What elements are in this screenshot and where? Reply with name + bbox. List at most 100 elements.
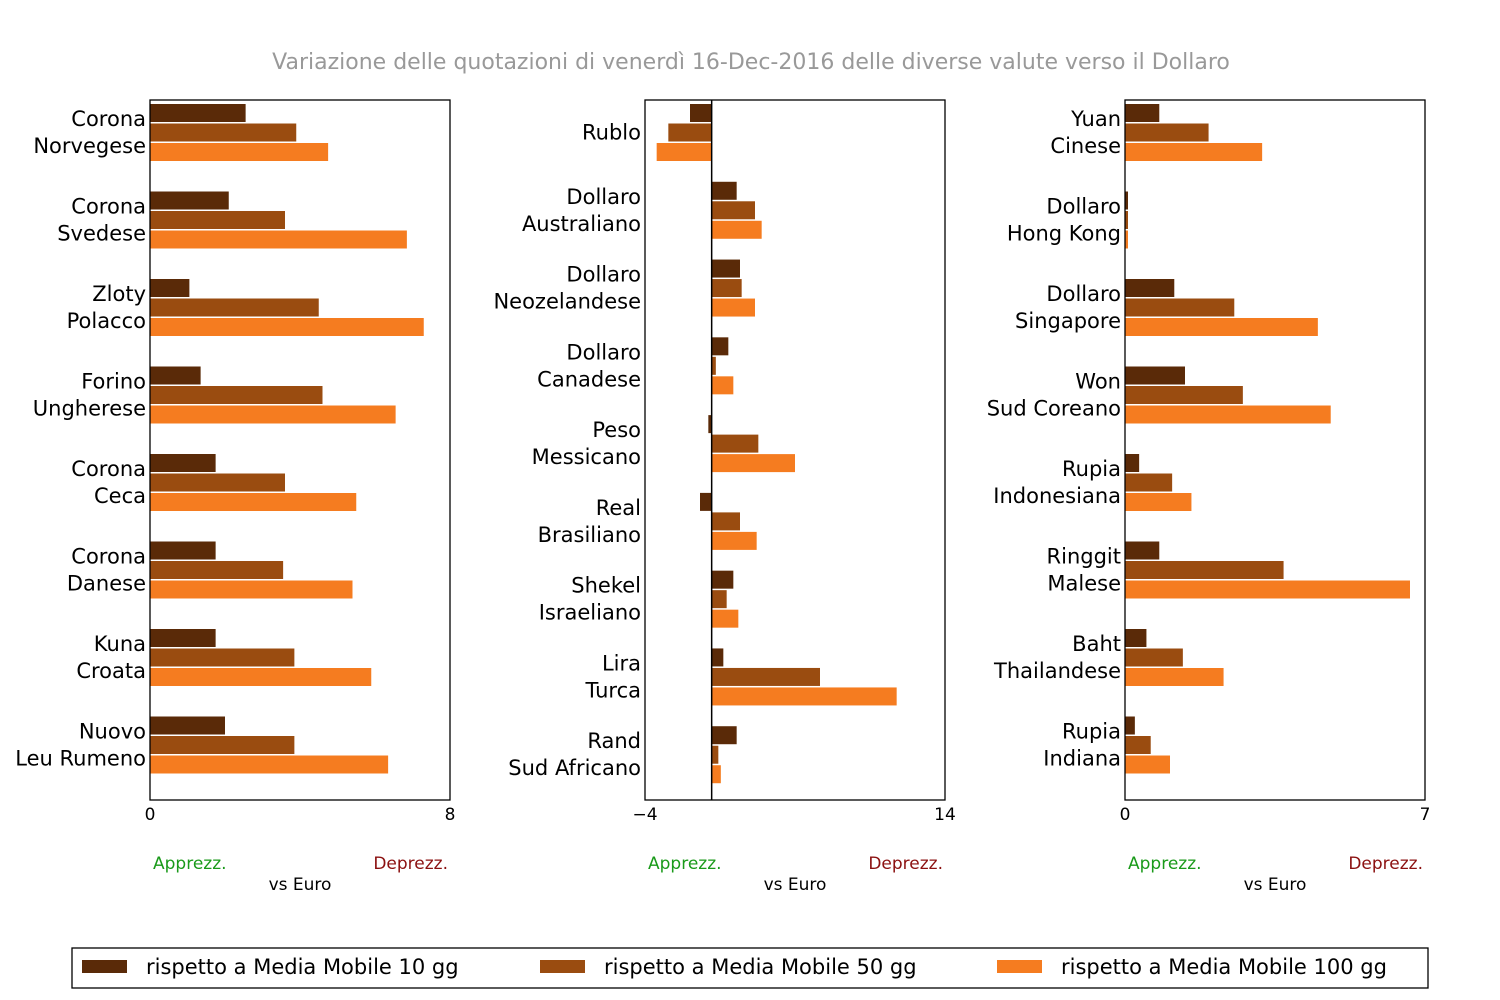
bar-2-2-s1: [711, 181, 737, 200]
bar-1-3-s2: [150, 298, 319, 317]
chart-panel-1: Corona Norvegese Corona Svedese Zloty Polacco…: [15, 99, 456, 895]
depreciation-note-3: Deprezz.: [1348, 854, 1423, 874]
bar-3-1-s1: [1125, 104, 1160, 122]
bar-3-6-s2: [1125, 561, 1284, 579]
bar-2-6-s1: [700, 492, 712, 511]
bar-2-2-s2: [711, 201, 755, 220]
category-label-2-4: Dollaro: [566, 340, 641, 364]
bar-1-6-s1: [150, 541, 216, 560]
bar-1-4-s1: [150, 366, 201, 385]
bar-3-7-s3: [1125, 668, 1224, 686]
bar-3-4-s1: [1125, 366, 1185, 385]
chart-panels: Corona Norvegese Corona Svedese Zloty Polacco…: [15, 99, 1431, 895]
category-label-1-5: Ceca: [94, 484, 146, 508]
bar-3-3-s3: [1125, 318, 1318, 336]
bar-3-8-s1: [1125, 716, 1135, 735]
bar-3-6-s1: [1125, 541, 1160, 560]
category-label-3-8: Indiana: [1043, 747, 1121, 771]
bar-1-2-s1: [150, 191, 229, 210]
legend-label-3: rispetto a Media Mobile 100 gg: [1061, 955, 1387, 979]
plot-frame-2: [644, 99, 946, 801]
x-axis-label-2: vs Euro: [764, 875, 827, 895]
bar-2-6-s3: [711, 531, 757, 550]
depreciation-note-2: Deprezz.: [868, 854, 943, 874]
category-label-1-5: Corona: [71, 457, 146, 481]
bar-2-4-s1: [711, 337, 729, 356]
bar-2-1-s2: [668, 123, 712, 142]
category-label-2-3: Dollaro: [566, 263, 641, 287]
bar-2-3-s1: [711, 259, 740, 278]
bar-3-3-s2: [1125, 298, 1235, 317]
bar-2-9-s2: [711, 745, 719, 764]
bar-3-5-s2: [1125, 473, 1173, 492]
bar-1-8-s2: [150, 736, 295, 754]
category-label-3-2: Dollaro: [1046, 195, 1121, 219]
category-label-3-4: Sud Coreano: [987, 397, 1121, 421]
x-tick-label-1-1: 0: [145, 805, 156, 825]
bar-1-4-s3: [150, 405, 396, 424]
category-label-2-8: Turca: [584, 678, 641, 702]
bar-2-7-s3: [711, 609, 739, 628]
bar-1-3-s3: [150, 318, 424, 336]
bar-2-9-s3: [711, 765, 721, 784]
bar-1-1-s1: [150, 104, 246, 122]
bar-3-1-s2: [1125, 123, 1209, 142]
bar-3-2-s3: [1125, 230, 1128, 249]
bar-3-5-s1: [1125, 454, 1140, 472]
category-label-2-7: Shekel: [571, 574, 641, 598]
category-label-2-9: Sud Africano: [508, 756, 641, 780]
bar-3-2-s1: [1125, 191, 1128, 210]
bar-3-7-s1: [1125, 629, 1147, 647]
bar-2-8-s2: [711, 667, 820, 686]
plot-frame-1: [149, 99, 451, 801]
bar-1-7-s1: [150, 629, 216, 647]
x-tick-label-2-1: −4: [632, 805, 657, 825]
bar-1-3-s1: [150, 279, 190, 297]
category-label-2-2: Australiano: [522, 212, 641, 236]
x-axis-label-3: vs Euro: [1244, 875, 1307, 895]
bar-1-1-s2: [150, 123, 297, 142]
category-label-2-6: Brasiliano: [538, 523, 641, 547]
category-label-3-1: Yuan: [1070, 107, 1121, 131]
legend-swatch-2: [540, 960, 585, 973]
category-label-1-6: Danese: [67, 572, 146, 596]
appreciation-note-3: Apprezz.: [1128, 854, 1202, 874]
bar-1-5-s1: [150, 454, 216, 472]
bar-3-1-s3: [1125, 143, 1263, 161]
bar-1-1-s3: [150, 143, 329, 161]
bar-2-8-s3: [711, 687, 897, 706]
x-tick-label-1-2: 8: [445, 805, 456, 825]
bar-1-5-s2: [150, 473, 285, 492]
bar-2-5-s3: [711, 454, 795, 473]
category-label-2-5: Peso: [592, 418, 641, 442]
depreciation-note-1: Deprezz.: [373, 854, 448, 874]
category-label-1-4: Ungherese: [33, 397, 146, 421]
bar-3-2-s2: [1125, 211, 1128, 229]
category-label-1-2: Corona: [71, 195, 146, 219]
bar-3-5-s3: [1125, 493, 1192, 511]
category-label-3-6: Ringgit: [1047, 545, 1121, 569]
bar-1-2-s3: [150, 230, 407, 249]
legend-swatch-1: [82, 960, 127, 973]
category-label-1-8: Leu Rumeno: [15, 747, 146, 771]
category-label-1-8: Nuovo: [79, 720, 146, 744]
bar-3-8-s2: [1125, 736, 1151, 754]
appreciation-note-2: Apprezz.: [648, 854, 722, 874]
bar-2-2-s3: [711, 220, 762, 239]
bar-1-6-s2: [150, 561, 284, 579]
bar-2-8-s1: [711, 648, 724, 667]
bar-1-5-s3: [150, 493, 357, 511]
bar-3-7-s2: [1125, 648, 1183, 667]
category-label-3-4: Won: [1075, 370, 1121, 394]
bar-2-7-s2: [711, 590, 727, 609]
plot-frame-3: [1124, 99, 1426, 801]
category-label-3-8: Rupia: [1062, 720, 1121, 744]
category-label-1-7: Kuna: [94, 632, 146, 656]
bar-2-7-s1: [711, 570, 734, 589]
chart-panel-2: Rublo Dollaro Australiano Dollaro Neozelande…: [493, 99, 956, 895]
x-tick-label-3-2: 7: [1420, 805, 1431, 825]
category-label-3-3: Singapore: [1015, 309, 1121, 333]
bar-2-9-s1: [711, 726, 737, 745]
bar-2-1-s3: [656, 143, 712, 161]
